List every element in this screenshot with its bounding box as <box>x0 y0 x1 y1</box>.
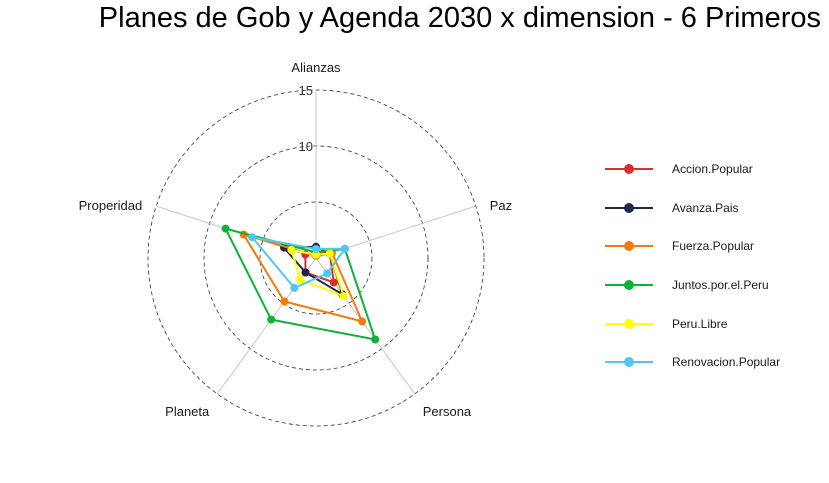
legend-label: Renovacion.Popular <box>672 355 781 370</box>
series-point-peru-libre <box>287 246 296 254</box>
legend-marker <box>624 241 634 252</box>
axis-label-properidad: Properidad <box>79 198 143 213</box>
series-point-renovacion-popular <box>312 245 320 253</box>
series-point-renovacion-popular <box>248 233 257 242</box>
radar-spokes <box>156 90 476 395</box>
series-point-renovacion-popular <box>340 244 349 253</box>
grid-circle <box>259 201 373 315</box>
legend-marker <box>624 357 634 368</box>
series-point-peru-libre <box>325 249 334 258</box>
legend-label: Accion.Popular <box>672 162 753 176</box>
series-line-renovacion-popular <box>249 235 347 290</box>
series-point-peru-libre <box>339 292 348 301</box>
series-point-renovacion-popular <box>290 283 299 292</box>
legend-marker <box>624 164 634 174</box>
axis-label-planeta: Planeta <box>165 404 210 419</box>
series-point-juntos-por-el-peru <box>267 315 276 324</box>
axis-label-persona: Persona <box>423 404 472 419</box>
series-point-juntos-por-el-peru <box>371 335 380 344</box>
series-group <box>221 224 380 344</box>
series-point-peru-libre <box>296 275 305 284</box>
legend-label: Peru.Libre <box>672 316 728 331</box>
radial-tick-labels: 10 15 <box>299 83 313 154</box>
tick-label: 10 <box>299 139 313 154</box>
series-point-fuerza-popular <box>358 317 367 326</box>
legend-label: Avanza.Pais <box>672 200 739 215</box>
axis-labels: Alianzas Paz Persona Planeta Properidad <box>79 60 513 419</box>
series-point-renovacion-popular <box>323 269 332 278</box>
axis-label-paz: Paz <box>490 198 512 213</box>
legend-label: Fuerza.Popular <box>672 239 755 254</box>
series-point-juntos-por-el-peru <box>221 224 230 233</box>
legend-marker <box>624 280 634 291</box>
chart-title: Planes de Gob y Agenda 2030 x dimension … <box>98 2 821 34</box>
legend-marker <box>624 202 634 213</box>
series-point-accion-popular <box>329 278 338 287</box>
series-point-peru-libre <box>312 250 320 259</box>
series-point-fuerza-popular <box>280 297 289 306</box>
axis-spoke <box>315 257 416 395</box>
legend-label: Juntos.por.el.Peru <box>672 278 769 293</box>
legend-marker <box>624 318 634 329</box>
series-point-avanza-pais <box>301 268 310 277</box>
axis-label-alianzas: Alianzas <box>291 60 341 75</box>
tick-label: 15 <box>299 83 313 98</box>
